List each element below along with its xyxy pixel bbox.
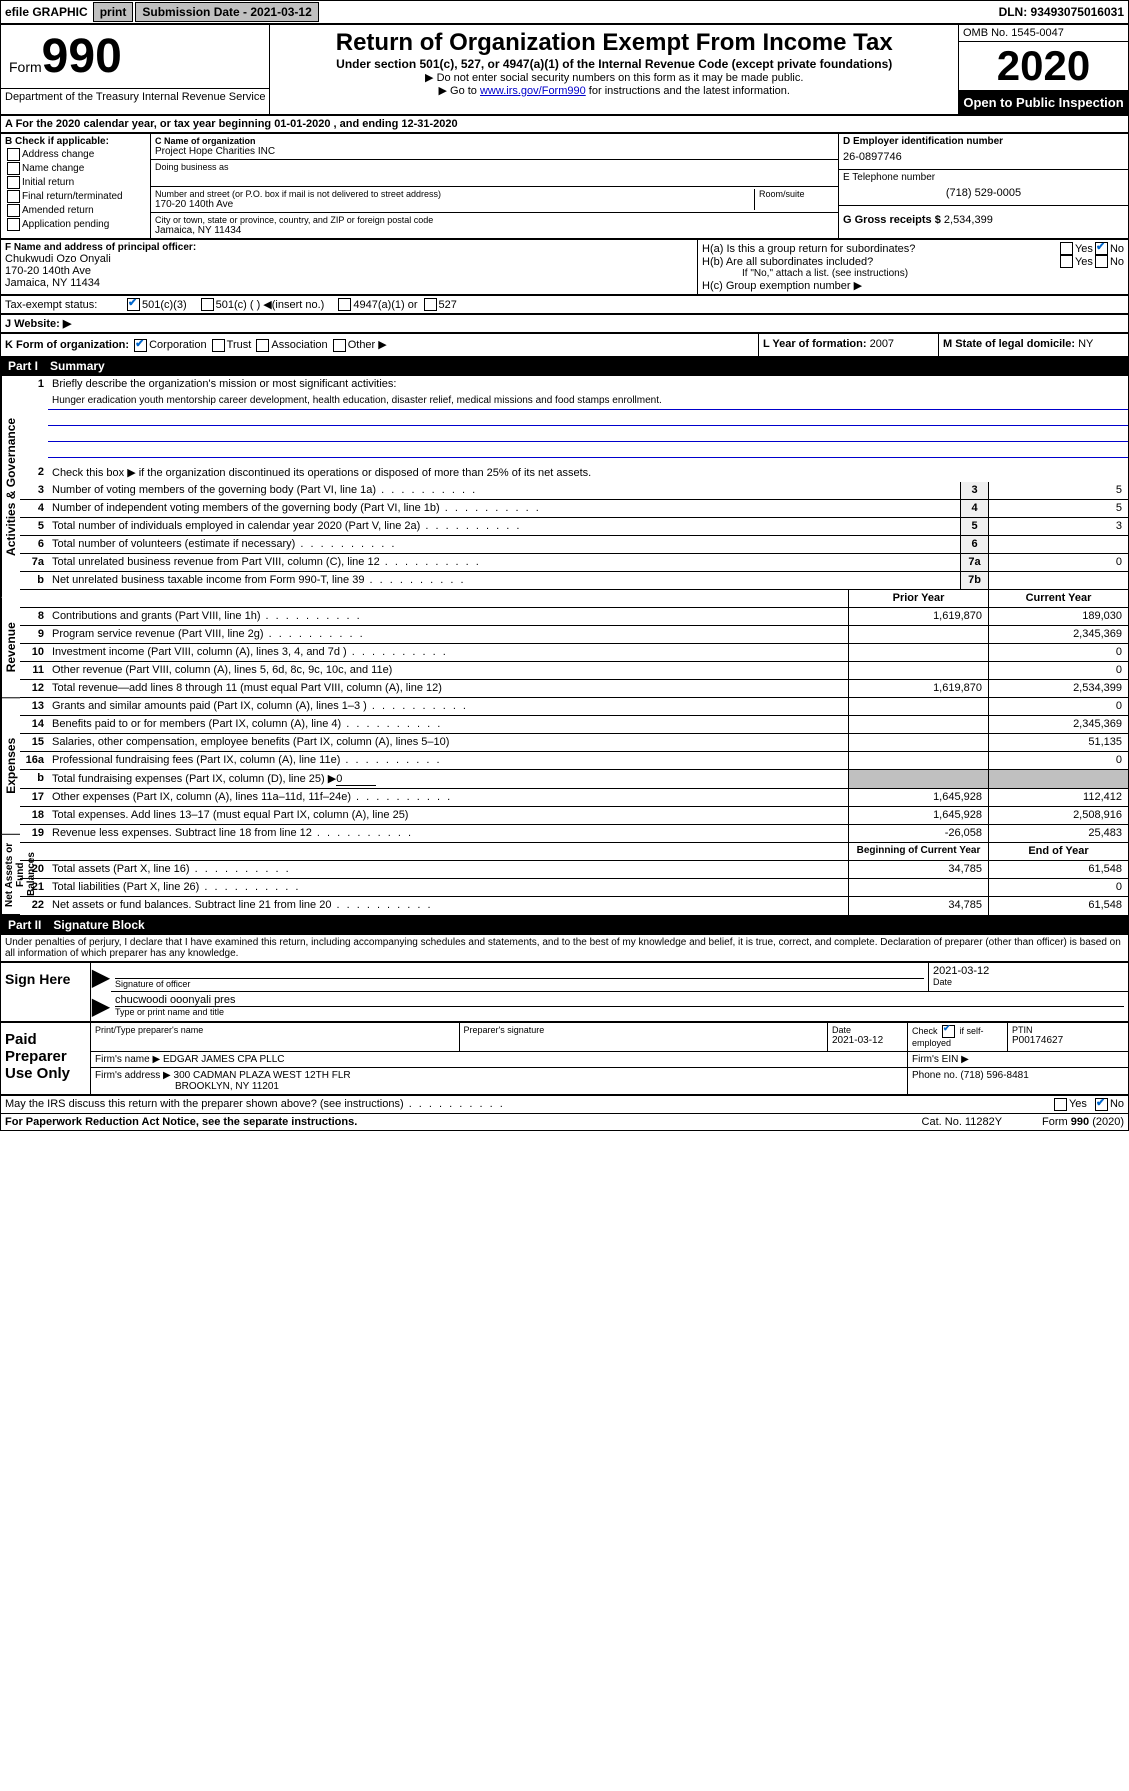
col-c-org-info: C Name of organization Project Hope Char… [151, 134, 838, 238]
signature-declaration: Under penalties of perjury, I declare th… [0, 934, 1129, 962]
header-right: OMB No. 1545-0047 2020 Open to Public In… [958, 25, 1128, 114]
assoc-check[interactable] [256, 339, 269, 352]
dln-label: DLN: 93493075016031 [995, 5, 1128, 19]
addr-change-check[interactable]: Address change [5, 148, 146, 161]
prep-phone: (718) 596-8481 [960, 1070, 1028, 1081]
col-d-contact: D Employer identification number 26-0897… [838, 134, 1128, 238]
initial-return-check[interactable]: Initial return [5, 176, 146, 189]
self-employed-check[interactable] [942, 1025, 955, 1038]
tax-year: 2020 [959, 42, 1128, 91]
phone-value: (718) 529-0005 [843, 183, 1124, 203]
form-title: Return of Organization Exempt From Incom… [274, 29, 954, 57]
top-toolbar: efile GRAPHIC print Submission Date - 20… [0, 0, 1129, 24]
state-domicile: M State of legal domicile: NY [938, 334, 1128, 356]
sidebar-expenses: Expenses [1, 698, 20, 835]
efile-label: efile GRAPHIC [1, 5, 92, 19]
year-formation: L Year of formation: 2007 [758, 334, 938, 356]
4947-check[interactable] [338, 298, 351, 311]
tax-exempt-row: Tax-exempt status: 501(c)(3) 501(c) ( ) … [0, 295, 1129, 314]
print-button[interactable]: print [93, 2, 134, 22]
form-number-block: Form990 [1, 25, 269, 88]
gross-receipts: 2,534,399 [944, 214, 993, 226]
part1-header: Part I Summary [0, 357, 1129, 375]
org-name: Project Hope Charities INC [155, 146, 834, 157]
col-b-checkboxes: B Check if applicable: Address change Na… [1, 134, 151, 238]
form-subtitle: Under section 501(c), 527, or 4947(a)(1)… [274, 57, 954, 71]
submission-date-button[interactable]: Submission Date - 2021-03-12 [135, 2, 318, 22]
discuss-yes-check[interactable] [1054, 1098, 1067, 1111]
principal-officer: F Name and address of principal officer:… [1, 240, 698, 294]
ha-no-check[interactable] [1095, 242, 1108, 255]
discuss-row: May the IRS discuss this return with the… [0, 1095, 1129, 1114]
note-ssn: ▶ Do not enter social security numbers o… [274, 71, 954, 84]
open-public-badge: Open to Public Inspection [959, 91, 1128, 114]
sidebar-netassets: Net Assets or Fund Balances [1, 835, 20, 915]
app-pending-check[interactable]: Application pending [5, 218, 146, 231]
group-return-questions: H(a) Is this a group return for subordin… [698, 240, 1128, 294]
officer-name: chucwoodi ooonyali pres [115, 994, 1124, 1007]
row-f-h: F Name and address of principal officer:… [0, 239, 1129, 295]
irs-link[interactable]: www.irs.gov/Form990 [480, 85, 586, 97]
corp-check[interactable] [134, 339, 147, 352]
ha-yes-check[interactable] [1060, 242, 1073, 255]
hb-yes-check[interactable] [1060, 255, 1073, 268]
hb-no-check[interactable] [1095, 255, 1108, 268]
footer-row: For Paperwork Reduction Act Notice, see … [0, 1114, 1129, 1131]
paid-prep-label: Paid Preparer Use Only [1, 1023, 91, 1094]
sign-here-label: Sign Here [1, 963, 91, 1021]
omb-label: OMB No. 1545-0047 [959, 25, 1128, 42]
website-row: J Website: ▶ [0, 314, 1129, 333]
sidebar-revenue: Revenue [1, 597, 20, 698]
ptin-value: P00174627 [1012, 1035, 1124, 1046]
ein-value: 26-0897746 [843, 147, 1124, 167]
mission-text: Hunger eradication youth mentorship care… [48, 394, 1128, 410]
org-city: Jamaica, NY 11434 [155, 225, 834, 236]
org-address: 170-20 140th Ave [155, 199, 754, 210]
note-link: ▶ Go to www.irs.gov/Form990 for instruct… [274, 84, 954, 97]
501c-check[interactable] [201, 298, 214, 311]
name-change-check[interactable]: Name change [5, 162, 146, 175]
527-check[interactable] [424, 298, 437, 311]
header-center: Return of Organization Exempt From Incom… [270, 25, 958, 114]
sign-here-section: Sign Here ▶ Signature of officer 2021-03… [0, 962, 1129, 1022]
501c3-check[interactable] [127, 298, 140, 311]
form-header: Form990 Department of the Treasury Inter… [0, 24, 1129, 115]
summary-table: Activities & Governance Revenue Expenses… [0, 375, 1129, 916]
firm-name: EDGAR JAMES CPA PLLC [163, 1054, 285, 1065]
paid-preparer-section: Paid Preparer Use Only Print/Type prepar… [0, 1022, 1129, 1095]
dept-label: Department of the Treasury Internal Reve… [1, 88, 269, 105]
section-a-period: A For the 2020 calendar year, or tax yea… [0, 115, 1129, 133]
part2-header: Part II Signature Block [0, 916, 1129, 934]
form-of-org: K Form of organization: Corporation Trus… [1, 334, 758, 356]
discuss-no-check[interactable] [1095, 1098, 1108, 1111]
row-klm: K Form of organization: Corporation Trus… [0, 333, 1129, 357]
sidebar-activities: Activities & Governance [1, 376, 20, 597]
amended-check[interactable]: Amended return [5, 204, 146, 217]
info-grid: B Check if applicable: Address change Na… [0, 133, 1129, 239]
final-return-check[interactable]: Final return/terminated [5, 190, 146, 203]
trust-check[interactable] [212, 339, 225, 352]
other-check[interactable] [333, 339, 346, 352]
